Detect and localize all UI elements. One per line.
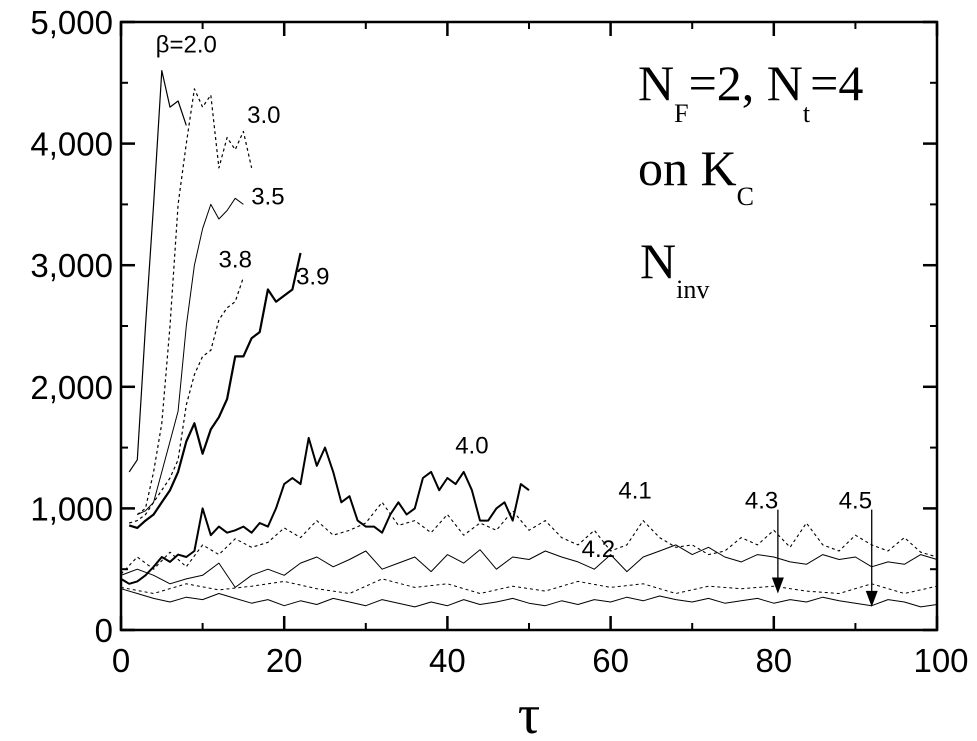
y-tick-label: 0 [95, 612, 113, 649]
series-label: 4.3 [745, 487, 778, 514]
series-label: β=2.0 [156, 31, 217, 58]
series-line-4.5 [120, 588, 938, 608]
series-label: 3.9 [296, 264, 329, 291]
label-layer: β=2.0 3.0 3.5 3.8 3.9 4.0 4.1 4.2 4.3 4.5 [156, 31, 872, 563]
y-tick-label: 4,000 [30, 126, 113, 163]
annotation-sub-c: C [737, 182, 754, 211]
x-axis-title: τ [518, 684, 541, 741]
annotation-line-3: Ninv [640, 233, 709, 304]
series-label: 4.1 [618, 478, 651, 505]
x-tick-label: 100 [913, 642, 968, 679]
series-label: 4.0 [455, 433, 488, 460]
annotation-on-k: on K [638, 140, 737, 196]
annotation-line-2: on KC [638, 140, 754, 211]
x-tick-label: 20 [266, 642, 303, 679]
annotation-sub-inv: inv [676, 275, 709, 304]
series-label: 3.5 [251, 183, 284, 210]
plot-frame [119, 20, 939, 632]
series-line-2.0 [128, 69, 187, 473]
series-line-4.2 [120, 544, 938, 588]
series-label: 3.8 [219, 247, 252, 274]
series-label: 4.5 [839, 487, 872, 514]
x-tick-label: 40 [429, 642, 466, 679]
arrow-layer [771, 509, 878, 607]
series-label: 3.0 [247, 102, 280, 129]
annotation-sub-f: F [674, 99, 688, 128]
annotation-end: =4 [810, 55, 863, 111]
series-line-3.8 [129, 277, 244, 524]
annotation-n-inv: N [640, 233, 676, 289]
x-tick-label: 0 [112, 642, 130, 679]
y-tick-label: 3,000 [30, 247, 113, 284]
series-line-3.0 [136, 88, 253, 515]
annotation-line-1: NF=2, Nt=4 [638, 55, 863, 128]
y-tick-label: 1,000 [30, 490, 113, 527]
annotation-n1: N [638, 55, 674, 111]
series-line-3.5 [137, 197, 244, 515]
annotation-sub-t: t [803, 99, 811, 128]
y-tick-label: 5,000 [30, 4, 113, 41]
series-line-4.3 [120, 578, 938, 594]
y-tick-label: 2,000 [30, 369, 113, 406]
series-line-3.9 [128, 252, 302, 530]
annotation-mid: =2, N [689, 55, 803, 111]
x-tick-label: 60 [592, 642, 629, 679]
annotation: NF=2, Nt=4 on KC Ninv [638, 55, 863, 304]
arrow-head [771, 577, 784, 594]
series-line-4.1 [120, 501, 938, 575]
series-label: 4.2 [582, 536, 615, 563]
tick-layer: 0 20 40 60 80 100 0 1,000 2,000 3,000 4,000 5,000 [30, 4, 968, 679]
series-line-4.0 [120, 436, 530, 585]
x-tick-label: 80 [755, 642, 792, 679]
arrow-head [865, 590, 878, 607]
series-layer [120, 69, 938, 608]
